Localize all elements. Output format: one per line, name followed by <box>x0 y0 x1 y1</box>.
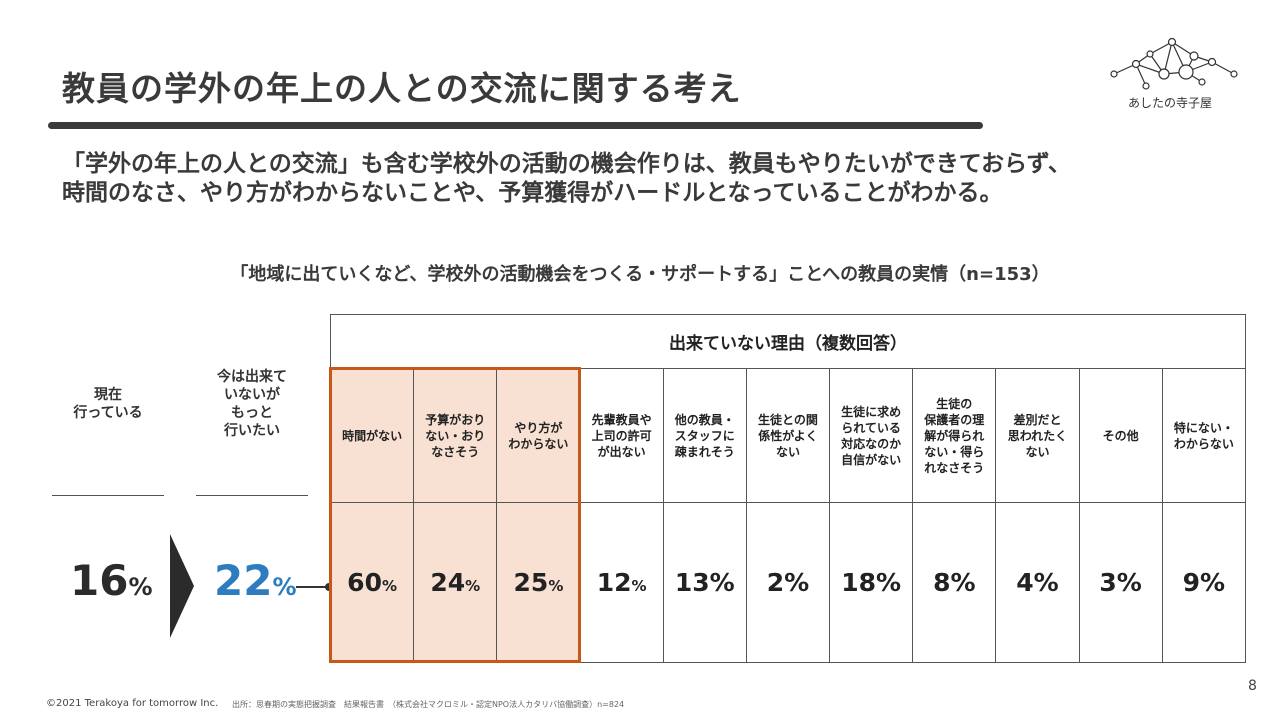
reason-value: 4% <box>995 502 1080 663</box>
source-note: 出所：思春期の実態把握調査 結果報告書 （株式会社マクロミル・認定NPO法人カタ… <box>232 700 625 709</box>
title-underline <box>48 122 983 129</box>
reason-value: 2% <box>745 502 831 663</box>
reason-number: 8% <box>933 568 976 597</box>
copyright: ©2021 Terakoya for tomorrow Inc. <box>46 698 219 709</box>
reason-number: 4% <box>1016 568 1059 597</box>
reason-number: 12 <box>596 568 632 597</box>
reason-value: 8% <box>912 502 997 663</box>
want-label: 今は出来て いないが もっと 行いたい <box>217 369 287 439</box>
reasons-header: 出来ていない理由（複数回答） <box>330 314 1246 369</box>
reason-unit: % <box>631 577 647 595</box>
want-rule <box>196 495 308 496</box>
connector-line <box>296 586 328 588</box>
reason-label: 他の教員・ スタッフに 疎まれそう <box>662 368 747 503</box>
reason-label: 特にない・ わからない <box>1161 368 1247 503</box>
logo-text: あしたの寺子屋 <box>1128 96 1213 110</box>
reason-value: 25% <box>496 502 581 663</box>
reason-label: やり方が わからない <box>496 368 581 503</box>
reason-value: 3% <box>1078 502 1163 663</box>
reason-value: 9% <box>1161 502 1247 663</box>
lead-line-1: 「学外の年上の人との交流」も含む学校外の活動の機会作りは、教員もやりたいができて… <box>62 151 1072 177</box>
arrow-right-icon <box>170 534 194 638</box>
want-unit: % <box>272 573 297 601</box>
reason-unit: % <box>548 577 564 595</box>
chart-subtitle: 「地域に出ていくなど、学校外の活動機会をつくる・サポートする」ことへの教員の実情… <box>230 264 1050 285</box>
reason-number: 13% <box>674 568 735 597</box>
reason-unit: % <box>381 577 397 595</box>
reason-label: 差別だと 思われたく ない <box>995 368 1080 503</box>
reason-label: その他 <box>1078 368 1163 503</box>
reason-number: 24 <box>430 568 466 597</box>
reason-number: 9% <box>1182 568 1226 597</box>
reason-number: 2% <box>766 568 810 597</box>
reason-unit: % <box>465 577 481 595</box>
lead-text: 「学外の年上の人との交流」も含む学校外の活動の機会作りは、教員もやりたいができて… <box>62 150 1071 208</box>
reasons-label-row: 時間がない 予算がおり ない・おり なさそう やり方が わからない 先輩教員や 上司の… <box>329 368 1247 503</box>
current-rule <box>52 495 164 496</box>
reason-value: 24% <box>413 502 498 663</box>
reason-label: 生徒に求め られている 対応なのか 自信がない <box>829 368 914 503</box>
reason-number: 60 <box>347 568 382 597</box>
reason-number: 3% <box>1099 568 1142 597</box>
reason-label: 生徒との関 係性がよく ない <box>745 368 831 503</box>
current-value: 16% <box>70 556 153 605</box>
reason-number: 25 <box>513 568 549 597</box>
reason-number: 18% <box>841 568 902 597</box>
current-label: 現在 行っている <box>73 387 143 421</box>
current-number: 16 <box>70 556 129 605</box>
want-number: 22 <box>214 556 273 605</box>
reasons-table: 出来ていない理由（複数回答） 時間がない 予算がおり ない・おり なさそう やり方が… <box>329 314 1247 663</box>
want-value: 22% <box>214 556 297 605</box>
reason-value: 12% <box>579 502 664 663</box>
lead-line-2: 時間のなさ、やり方がわからないことや、予算獲得がハードルとなっていることがわかる… <box>62 180 1003 206</box>
logo-network-icon <box>1110 37 1238 90</box>
page-number: 8 <box>1248 678 1257 694</box>
reason-label: 予算がおり ない・おり なさそう <box>413 368 498 503</box>
reasons-value-row: 60% 24% 25% 12% 13% 2% 18% 8% 4% 3% 9% <box>329 502 1247 663</box>
reason-value: 13% <box>662 502 747 663</box>
reason-value: 60% <box>329 502 415 663</box>
reason-label: 時間がない <box>329 368 415 503</box>
reason-label: 先輩教員や 上司の許可 が出ない <box>579 368 664 503</box>
reason-value: 18% <box>829 502 914 663</box>
current-unit: % <box>128 573 153 601</box>
reason-label: 生徒の 保護者の理 解が得られ ない・得ら れなさそう <box>912 368 997 503</box>
page-title: 教員の学外の年上の人との交流に関する考え <box>62 69 742 108</box>
